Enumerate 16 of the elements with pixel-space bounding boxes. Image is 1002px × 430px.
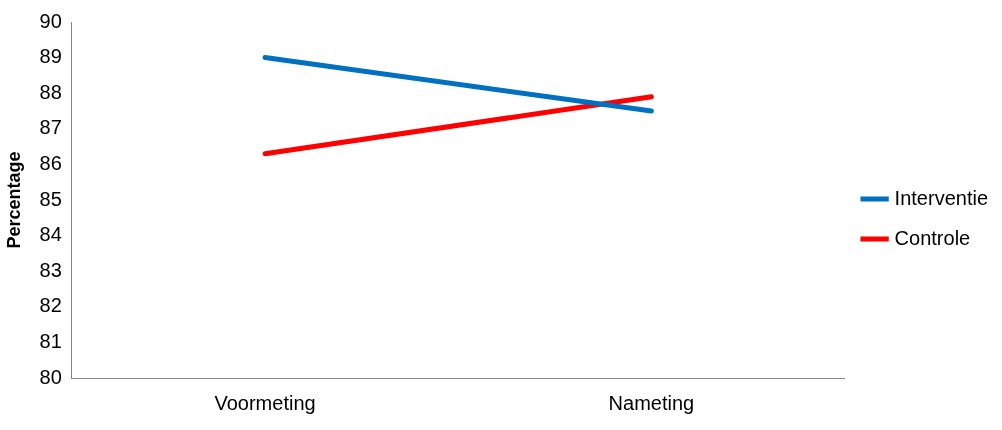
legend-label: Interventie xyxy=(894,186,988,209)
y-tick-label: 85 xyxy=(39,187,62,210)
y-tick-label: 86 xyxy=(39,151,62,174)
y-axis-title: Percentage xyxy=(3,151,24,249)
y-tick-label: 89 xyxy=(39,45,62,68)
x-tick-label: Voormeting xyxy=(214,391,316,414)
y-tick-label: 80 xyxy=(39,365,62,388)
x-tick-label: Nameting xyxy=(608,391,695,414)
y-tick-label: 83 xyxy=(39,258,62,281)
y-tick-label: 87 xyxy=(39,116,62,139)
y-tick-label: 82 xyxy=(39,294,62,317)
y-tick-label: 88 xyxy=(39,80,62,103)
legend-label: Controle xyxy=(894,226,971,249)
y-tick-label: 90 xyxy=(39,9,62,32)
y-tick-label: 84 xyxy=(39,223,62,246)
y-tick-label: 81 xyxy=(39,329,62,352)
